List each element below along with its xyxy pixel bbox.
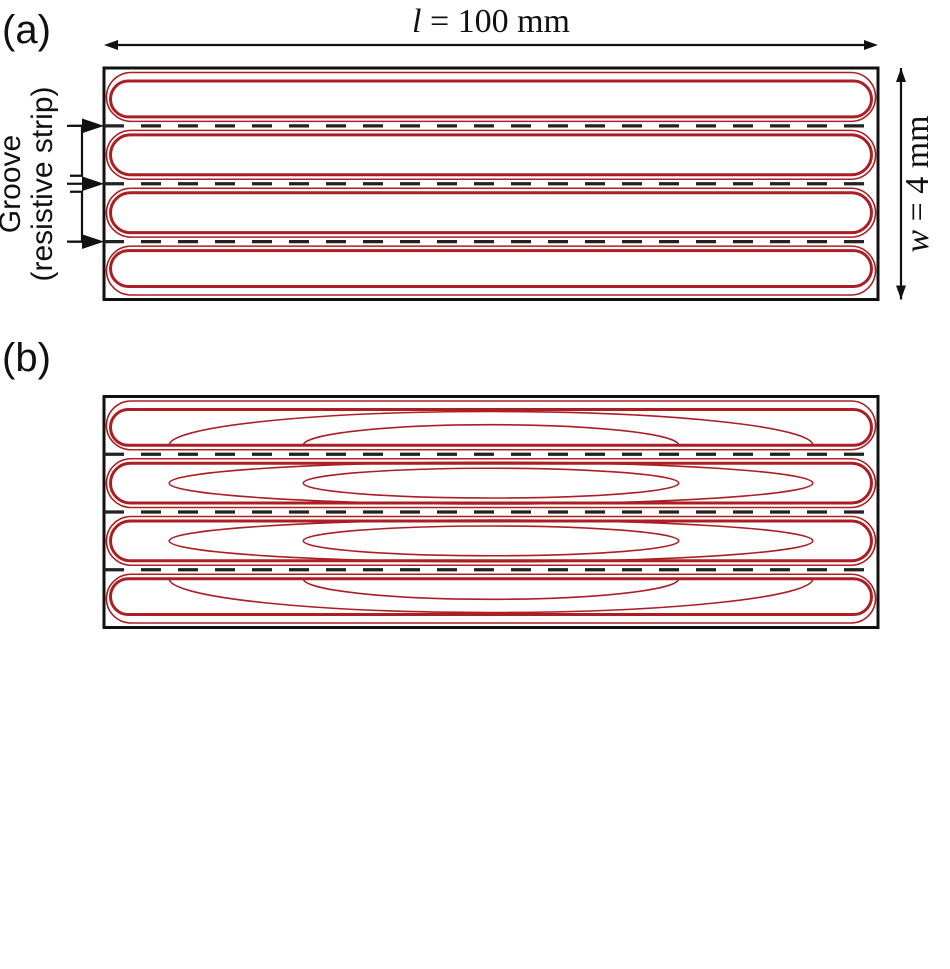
svg-text:(resistive strip): (resistive strip)	[26, 86, 59, 281]
svg-text:w = 4 mm: w = 4 mm	[899, 115, 936, 252]
svg-text:(b): (b)	[2, 336, 51, 380]
svg-text:l = 100 mm: l = 100 mm	[412, 3, 570, 40]
svg-text:(a): (a)	[2, 8, 51, 52]
svg-text:Groove: Groove	[0, 135, 27, 233]
